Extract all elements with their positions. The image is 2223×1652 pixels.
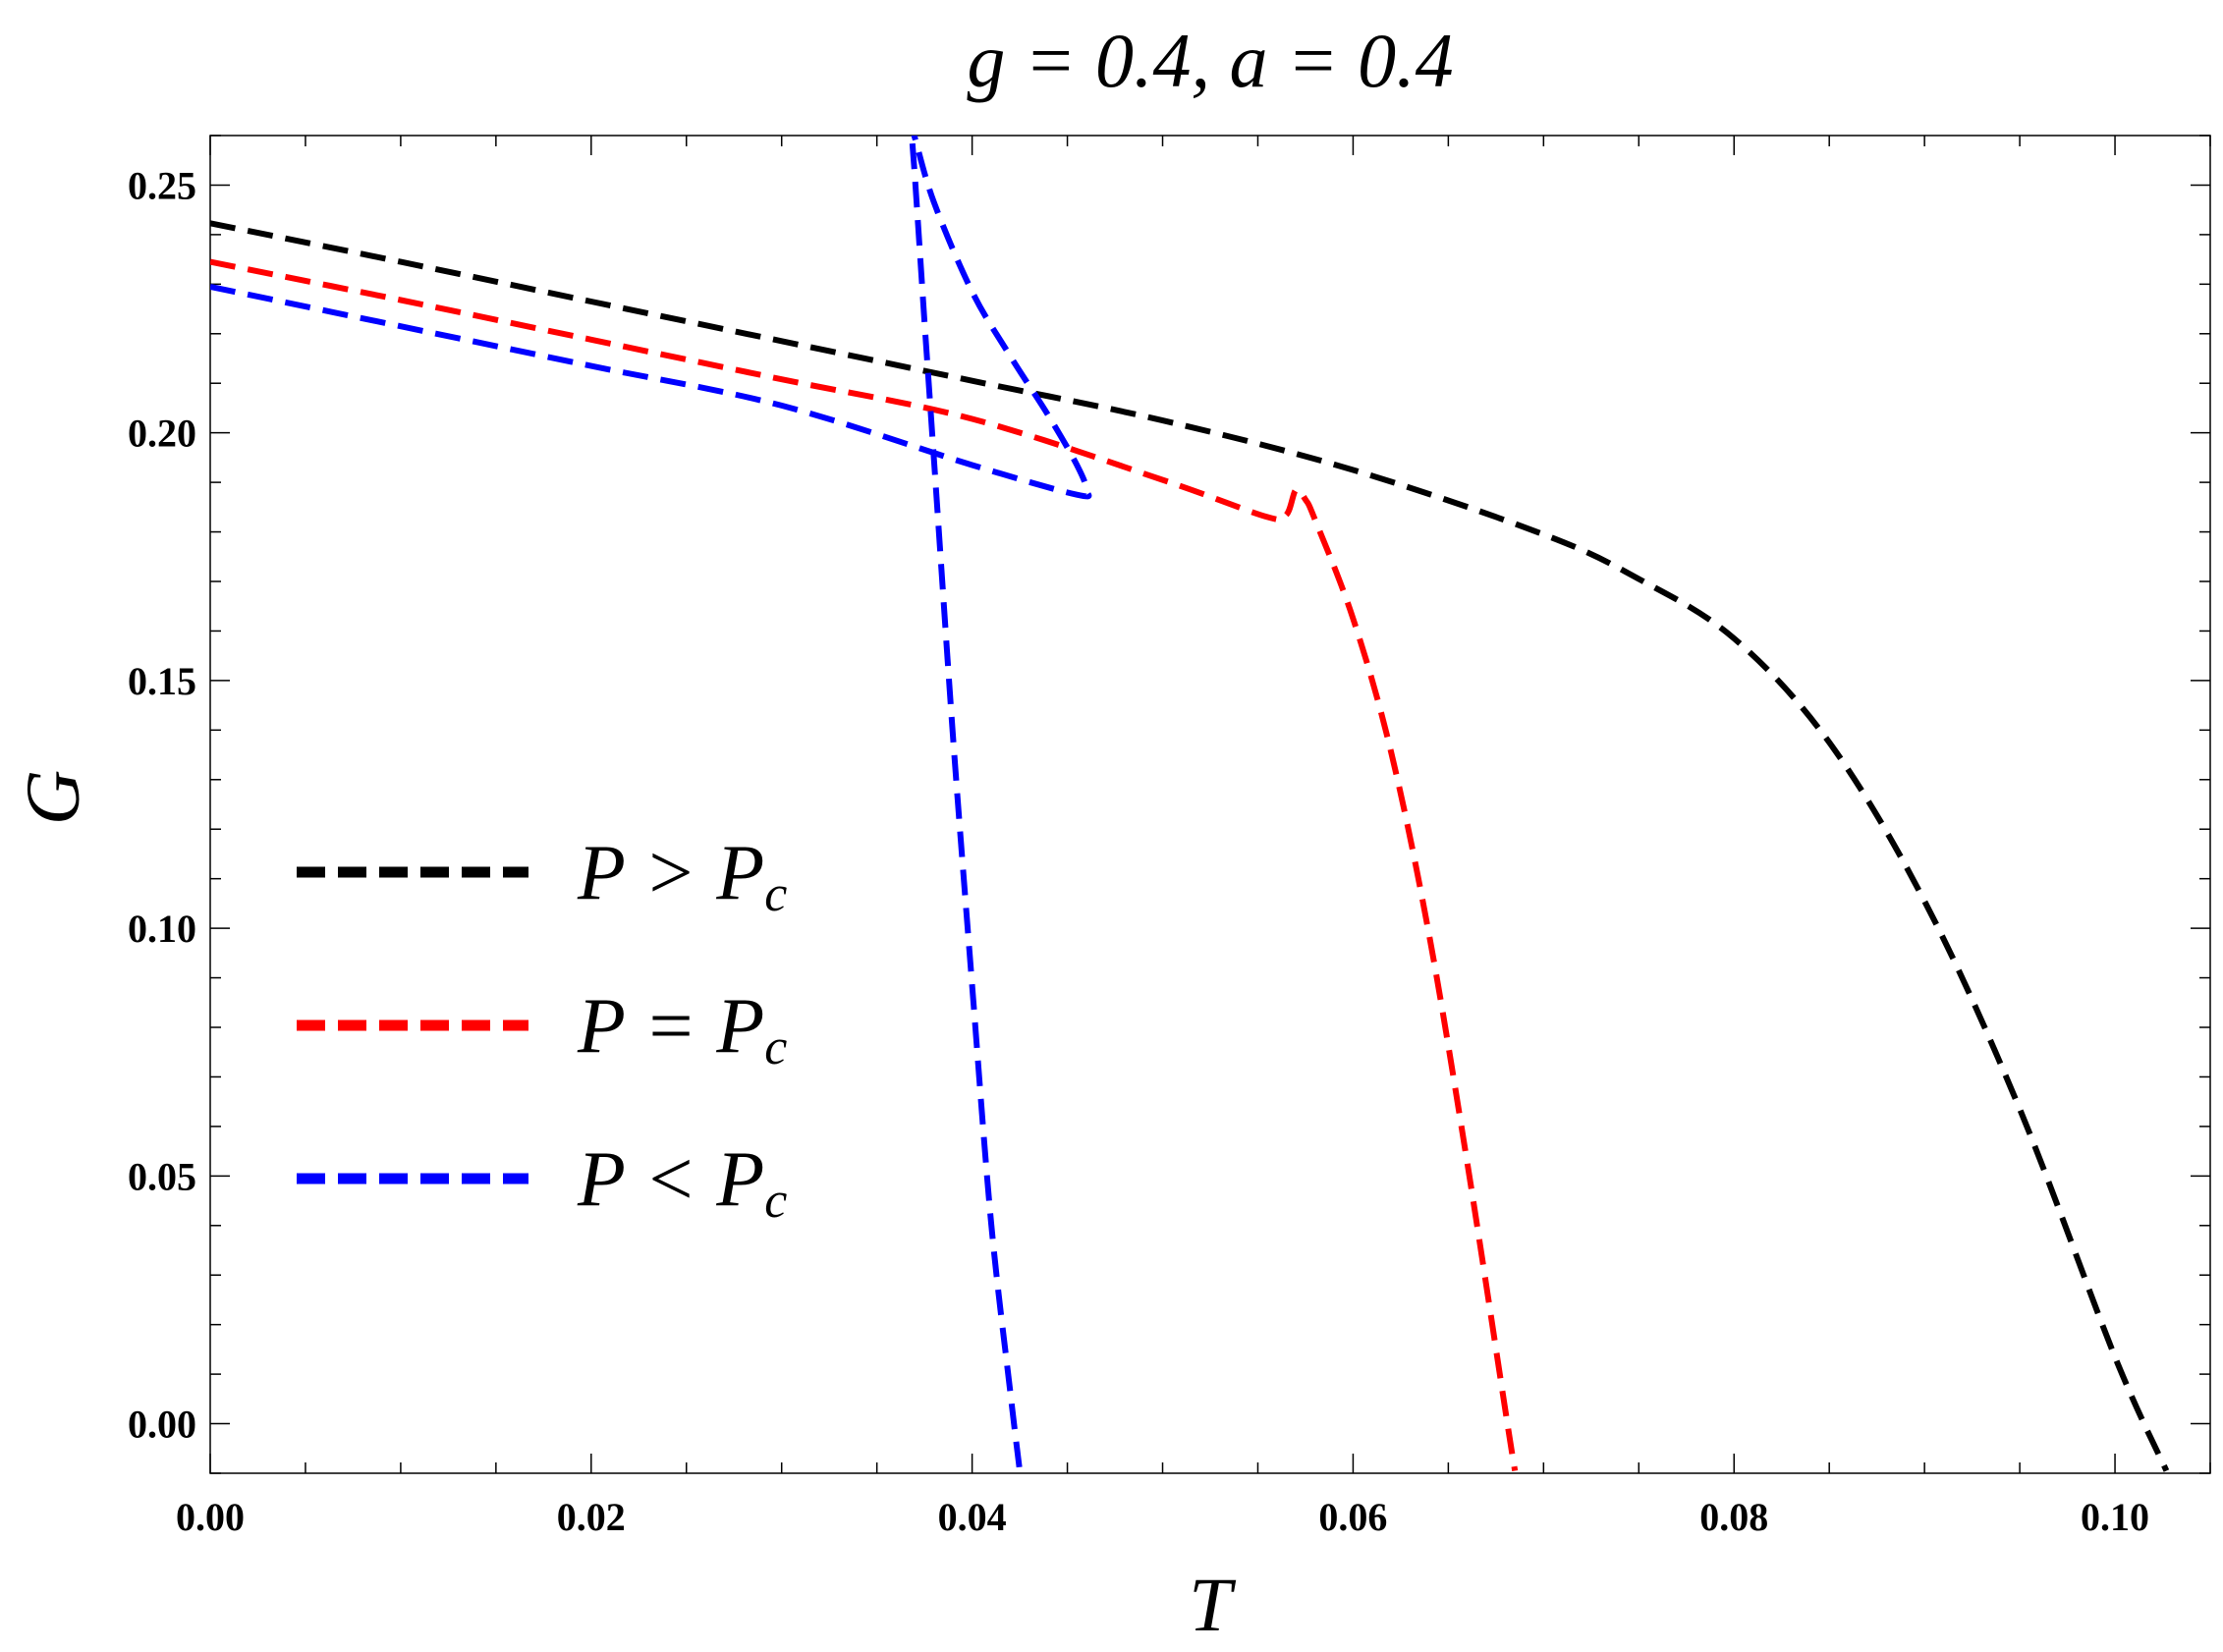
- series-line-p-eq-pc: [210, 258, 1519, 1471]
- legend-label: P = Pc: [577, 983, 787, 1075]
- x-tick-label: 0.08: [1699, 1495, 1768, 1539]
- series-layer: [210, 136, 2170, 1472]
- plot-frame: [209, 135, 2211, 1474]
- x-tick-label: 0.02: [557, 1495, 626, 1539]
- chart-title: g = 0.4, a = 0.4: [967, 18, 1453, 103]
- axis-ticks: 0.00 0.02 0.04 0.06 0.08 0.10 0.00 0.05 0.10 0.15…: [128, 135, 2211, 1539]
- legend-label: P > Pc: [577, 830, 787, 922]
- series-line-p-lt-pc: [210, 136, 1092, 1471]
- series-line-p-gt-pc: [210, 220, 2170, 1472]
- x-tick-label: 0.10: [2081, 1495, 2149, 1539]
- legend-label: P < Pc: [577, 1136, 787, 1229]
- y-tick-label: 0.00: [128, 1403, 196, 1447]
- y-axis-label: G: [10, 770, 95, 825]
- x-axis-label: T: [1189, 1562, 1236, 1647]
- y-tick-label: 0.15: [128, 659, 196, 703]
- y-tick-label: 0.05: [128, 1154, 196, 1198]
- y-tick-label: 0.25: [128, 163, 196, 207]
- x-tick-label: 0.00: [176, 1495, 245, 1539]
- y-tick-label: 0.20: [128, 412, 196, 456]
- legend: P > Pc P = Pc P < Pc: [297, 830, 787, 1229]
- x-tick-label: 0.04: [938, 1495, 1007, 1539]
- y-tick-label: 0.10: [128, 907, 196, 951]
- x-tick-label: 0.06: [1318, 1495, 1387, 1539]
